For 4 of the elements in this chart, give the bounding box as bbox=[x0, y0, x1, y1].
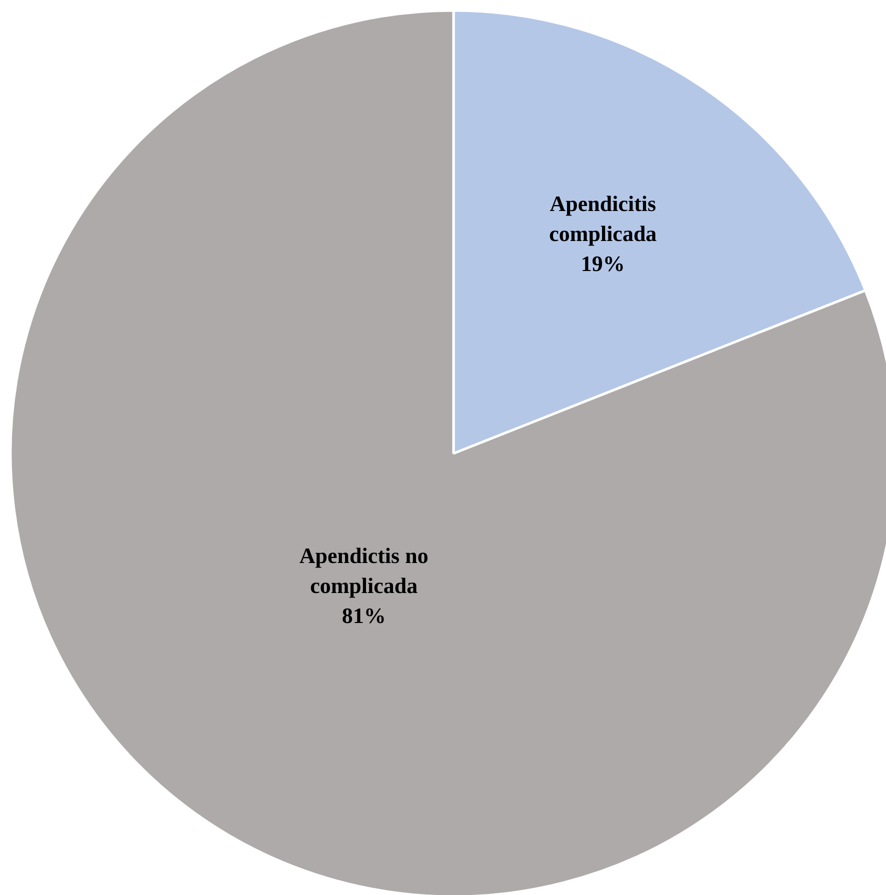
slice-label: Apendicitis complicada bbox=[549, 191, 657, 246]
data-label: 19% bbox=[580, 251, 625, 276]
data-label: 81% bbox=[342, 602, 386, 628]
slice-label: Apendictis no complicada bbox=[299, 542, 428, 598]
